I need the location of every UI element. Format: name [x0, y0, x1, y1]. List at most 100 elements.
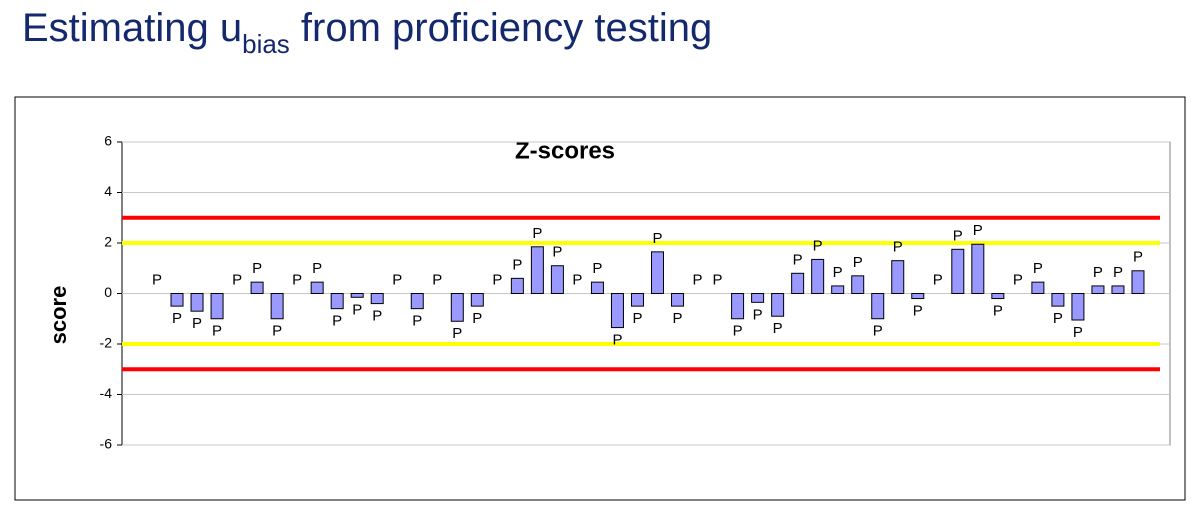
bar [550, 265, 564, 295]
data-label: P [1113, 264, 1123, 281]
data-label: P [773, 320, 783, 337]
y-tick-label: 2 [104, 234, 112, 250]
bar [410, 293, 424, 310]
y-axis-label: score [46, 286, 71, 345]
data-label: P [252, 260, 262, 277]
bar [470, 293, 484, 307]
data-label: P [873, 323, 883, 340]
data-label: P [332, 313, 342, 330]
bar [210, 293, 224, 320]
data-label: P [212, 323, 222, 340]
bar [270, 293, 284, 320]
bar [991, 293, 1005, 300]
bar [590, 281, 604, 295]
data-label: P [352, 301, 362, 318]
data-label: P [552, 244, 562, 261]
data-label: P [1053, 310, 1063, 327]
data-label: P [652, 230, 662, 247]
y-tick-label: 0 [104, 284, 112, 300]
bar [170, 293, 184, 307]
bar [731, 293, 745, 320]
bar [971, 243, 985, 294]
y-tick-label: -2 [100, 335, 113, 351]
data-label: P [512, 256, 522, 273]
bar [651, 251, 664, 294]
data-label: P [1013, 271, 1023, 288]
bar [951, 248, 965, 294]
data-label: P [1133, 249, 1143, 266]
data-label: P [592, 260, 602, 277]
data-label: P [833, 264, 843, 281]
bar [450, 293, 464, 322]
y-tick-label: 4 [104, 183, 112, 199]
data-label: P [753, 306, 763, 323]
y-tick-label: -6 [100, 436, 113, 452]
bar [851, 275, 865, 295]
data-label: P [793, 251, 803, 268]
bar [911, 293, 925, 300]
data-label: P [412, 313, 422, 330]
bar [1131, 270, 1145, 294]
bar [250, 281, 264, 295]
data-label: P [673, 310, 683, 327]
data-label: P [632, 310, 642, 327]
data-label: P [172, 310, 182, 327]
bar [811, 258, 825, 295]
bar [791, 272, 805, 294]
data-label: P [813, 237, 823, 254]
y-tick-label: -4 [100, 385, 113, 401]
data-label: P [693, 271, 703, 288]
title-text: Estimating u [22, 6, 243, 50]
data-label: P [853, 254, 863, 271]
data-label: P [893, 239, 903, 256]
data-label: P [532, 225, 542, 242]
data-label: P [492, 271, 502, 288]
bar [871, 293, 885, 320]
data-label: P [272, 323, 282, 340]
data-label: P [392, 271, 402, 288]
data-label: P [152, 271, 162, 288]
bar [751, 293, 765, 303]
bar [610, 293, 624, 329]
bar [1071, 293, 1085, 321]
bar [350, 293, 364, 298]
data-label: P [993, 303, 1003, 320]
data-label: P [312, 260, 322, 277]
data-label: P [612, 332, 622, 349]
bar [1111, 285, 1125, 294]
data-label: P [372, 308, 382, 325]
bar [190, 293, 204, 312]
bar [1031, 281, 1045, 295]
data-label: P [572, 271, 582, 288]
bar [370, 293, 384, 305]
data-label: P [933, 271, 943, 288]
chart-frame [14, 96, 1186, 501]
bar [891, 260, 905, 294]
data-label: P [713, 271, 723, 288]
data-label: P [733, 323, 743, 340]
data-label: P [1033, 260, 1043, 277]
title-subscript: bias [242, 29, 290, 59]
slide-title: Estimating ubias from proficiency testin… [22, 6, 712, 60]
data-label: P [232, 271, 242, 288]
y-tick-label: 6 [104, 133, 112, 149]
data-label: P [1093, 264, 1103, 281]
bar [310, 281, 324, 295]
bar [671, 293, 685, 307]
data-label: P [432, 271, 442, 288]
data-label: P [292, 271, 302, 288]
data-label: P [1073, 324, 1083, 341]
chart-title: Z-scores [515, 137, 615, 164]
data-label: P [953, 227, 963, 244]
data-label: P [192, 315, 202, 332]
bar [1091, 285, 1105, 294]
data-label: P [452, 325, 462, 342]
bar [1051, 293, 1065, 307]
data-label: P [973, 222, 983, 239]
bar [330, 293, 344, 310]
bar [771, 293, 785, 317]
title-text: from proficiency testing [289, 6, 713, 50]
data-label: P [913, 303, 923, 320]
